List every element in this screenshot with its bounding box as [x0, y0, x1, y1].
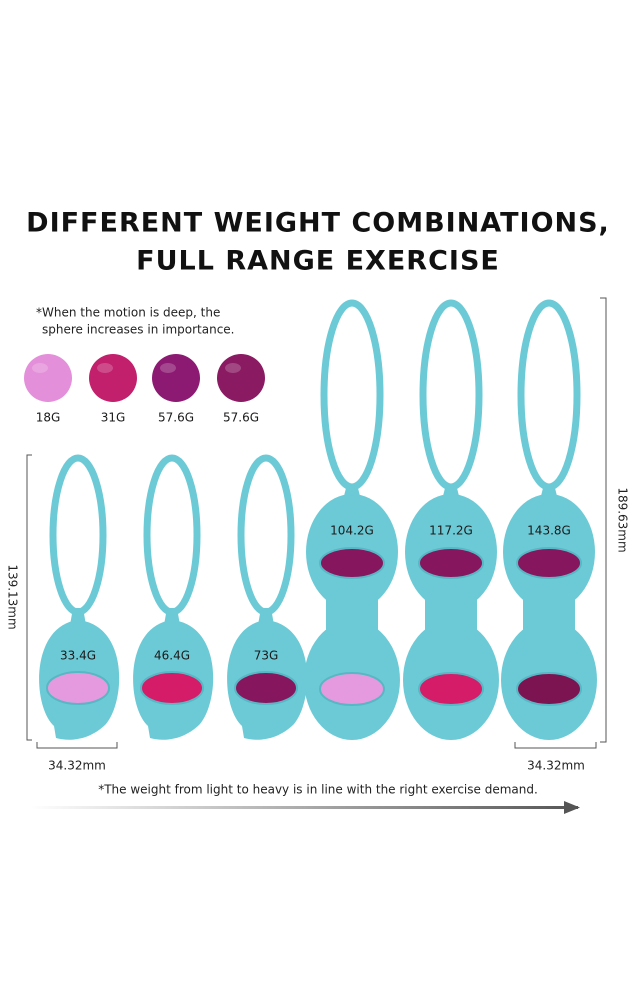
width-bracket: [514, 742, 597, 749]
weight-ball: [152, 354, 200, 402]
weight-ball: [24, 354, 72, 402]
note-line: *When the motion is deep, the: [36, 306, 220, 320]
ball-weight: 31G: [101, 411, 126, 425]
height-bracket: [600, 297, 607, 743]
height-label: 189.63mm: [616, 487, 630, 552]
window: [418, 547, 484, 579]
window: [319, 672, 385, 706]
window: [140, 671, 204, 705]
product-weight: 143.8G: [527, 524, 571, 538]
height-bracket: [26, 454, 32, 741]
title-line: FULL RANGE EXERCISE: [136, 246, 500, 277]
ball-weight: 57.6G: [158, 411, 194, 425]
arrow-head: [564, 801, 580, 814]
width-bracket: [36, 742, 118, 749]
height-label: 139.13mm: [6, 564, 20, 629]
product-weight: 117.2G: [429, 524, 473, 538]
ball-highlight: [97, 363, 113, 373]
window: [418, 672, 484, 706]
product-weight: 104.2G: [330, 524, 374, 538]
products: 18G 31G 57.6G 57.6G 33.4G 46.4G 73G 104.2G 117.2…: [24, 299, 597, 740]
product-weight: 33.4G: [60, 649, 96, 663]
ball-weight: 18G: [36, 411, 61, 425]
ball-highlight: [160, 363, 176, 373]
ball-highlight: [32, 363, 48, 373]
ball-weight: 57.6G: [223, 411, 259, 425]
product-weight: 46.4G: [154, 649, 190, 663]
window: [234, 671, 298, 705]
product-weight: 73G: [254, 649, 279, 663]
window: [516, 547, 582, 579]
title-line: DIFFERENT WEIGHT COMBINATIONS,: [26, 208, 610, 239]
ball-highlight: [225, 363, 241, 373]
weight-ball: [217, 354, 265, 402]
width-label: 34.32mm: [527, 759, 585, 773]
weight-ball: [89, 354, 137, 402]
arrow-shaft: [30, 806, 578, 809]
width-label: 34.32mm: [48, 759, 106, 773]
note-line: sphere increases in importance.: [42, 323, 235, 337]
window: [319, 547, 385, 579]
footer-note: *The weight from light to heavy is in li…: [98, 783, 538, 797]
window: [516, 672, 582, 706]
window: [46, 671, 110, 705]
